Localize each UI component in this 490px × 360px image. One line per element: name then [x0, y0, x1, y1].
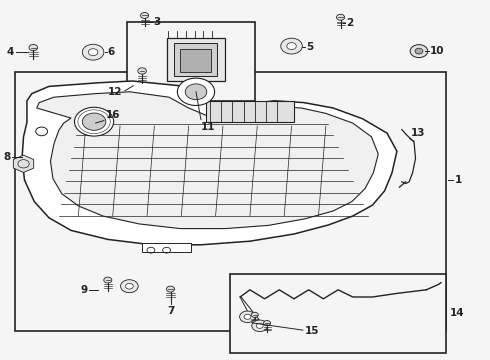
Circle shape — [287, 42, 296, 50]
Circle shape — [88, 49, 98, 56]
Circle shape — [256, 323, 263, 328]
Text: 6: 6 — [108, 47, 115, 57]
Circle shape — [177, 78, 215, 105]
Circle shape — [141, 13, 148, 18]
Text: 1: 1 — [455, 175, 462, 185]
Text: 8: 8 — [3, 152, 11, 162]
Circle shape — [281, 38, 302, 54]
Circle shape — [104, 277, 112, 283]
Text: 15: 15 — [305, 326, 319, 336]
Bar — [180, 49, 211, 72]
Text: 11: 11 — [201, 122, 216, 132]
Circle shape — [185, 84, 207, 100]
Circle shape — [29, 44, 38, 51]
Circle shape — [125, 283, 133, 289]
Bar — [230, 274, 446, 353]
Text: 7: 7 — [167, 306, 174, 316]
Circle shape — [167, 286, 174, 292]
Bar — [167, 38, 225, 81]
Bar — [206, 101, 294, 122]
Circle shape — [264, 320, 270, 326]
Circle shape — [240, 311, 255, 323]
Polygon shape — [13, 155, 34, 172]
Text: 9: 9 — [80, 285, 87, 295]
Text: 5: 5 — [306, 42, 313, 52]
Circle shape — [82, 113, 106, 130]
Text: 12: 12 — [108, 87, 122, 97]
Text: 3: 3 — [153, 17, 161, 27]
Text: 13: 13 — [411, 127, 425, 138]
Circle shape — [410, 45, 428, 58]
Text: 14: 14 — [450, 308, 465, 318]
Bar — [15, 72, 446, 331]
Polygon shape — [37, 92, 378, 229]
Circle shape — [252, 320, 268, 332]
Circle shape — [415, 48, 423, 54]
Text: 10: 10 — [430, 46, 444, 57]
Text: 4: 4 — [6, 47, 14, 57]
Text: 2: 2 — [346, 18, 354, 28]
Bar — [174, 43, 217, 76]
Circle shape — [82, 44, 104, 60]
Bar — [142, 243, 191, 252]
Circle shape — [121, 280, 138, 293]
Circle shape — [138, 68, 147, 74]
Circle shape — [74, 107, 114, 136]
Circle shape — [244, 314, 251, 319]
Polygon shape — [22, 81, 397, 245]
Circle shape — [337, 14, 344, 20]
Circle shape — [251, 312, 258, 318]
Text: 16: 16 — [105, 109, 120, 120]
Bar — [127, 22, 255, 101]
